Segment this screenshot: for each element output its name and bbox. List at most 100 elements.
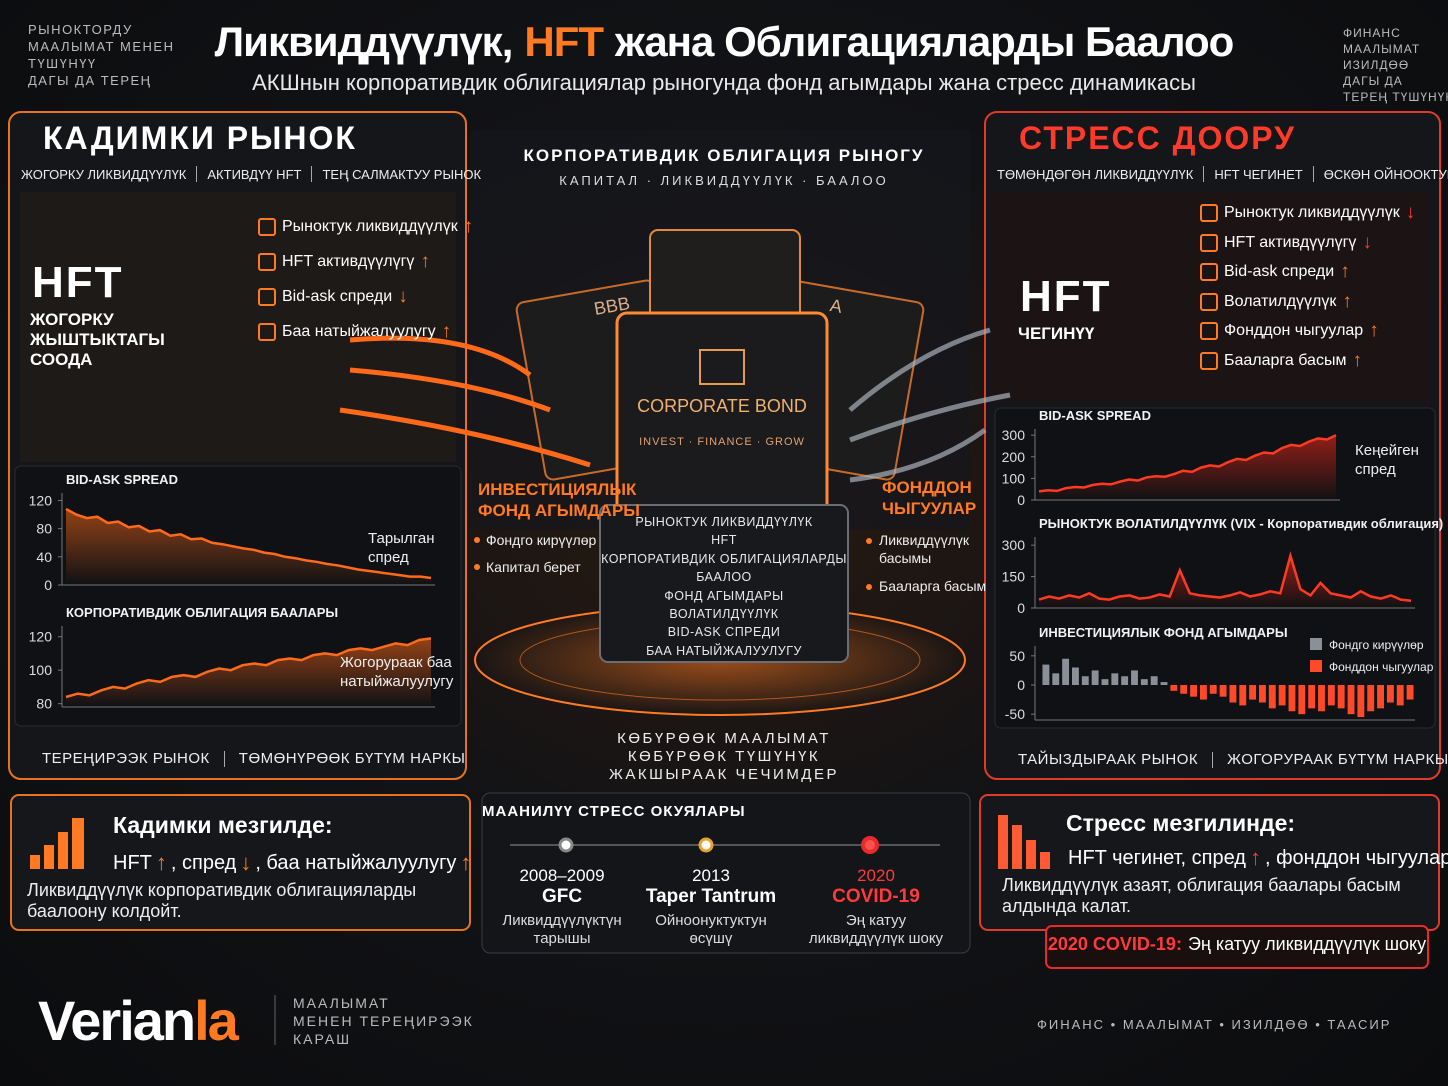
hft: HFT <box>1020 272 1112 321</box>
tagline: МЕНЕН ТЕРЕҢИРЭЭК <box>293 1013 474 1029</box>
dot <box>474 537 480 543</box>
check-item: Баа натыйжалуулугу ↑ <box>258 321 451 343</box>
label: Рыноктук ликвиддүүлүк <box>1224 204 1400 221</box>
legend-label: Фонддон чыгуулар <box>1329 660 1434 674</box>
y-tick-label: -50 <box>1005 706 1025 722</box>
tagline-right: МААЛЫМАТ <box>1343 42 1421 56</box>
year: 2008–2009 <box>519 866 605 885</box>
y-tick-label: 40 <box>36 549 52 565</box>
tagline-right: ИЗИЛДӨӨ <box>1343 58 1410 72</box>
label: HFT активдүүлүгү <box>1224 233 1357 251</box>
arrow: ↑ <box>1352 349 1362 371</box>
bar <box>1209 685 1217 694</box>
desc: ликвиддүүлүк шоку <box>808 930 944 947</box>
arrow: ↑ <box>1249 845 1261 870</box>
separator <box>1203 166 1205 182</box>
desc: Ойноонуктуктун <box>655 912 767 929</box>
tags: ТӨМӨНДӨГӨН ЛИКВИДДҮҮЛҮК <box>997 166 1194 182</box>
text: , спред <box>170 851 237 874</box>
checkbox <box>1200 263 1218 281</box>
separator <box>311 166 313 182</box>
label: Bid-ask спреди <box>282 288 393 305</box>
check-item: Бааларга басым ↑ <box>1200 350 1362 372</box>
timeline-box <box>481 792 971 954</box>
y-tick-label: 0 <box>1017 677 1025 693</box>
label: Баа натыйжалуулугу <box>282 323 436 340</box>
bar <box>1062 658 1070 685</box>
bar <box>1091 670 1099 685</box>
text: Ликвиддүүлүк корпоративдик облигациялард… <box>27 880 417 900</box>
motto: КӨБҮРӨӨК МААЛЫМАТ <box>617 730 831 747</box>
bar <box>1239 685 1247 706</box>
metrics: КОРПОРАТИВДИК ОБЛИГАЦИЯЛАРДЫ <box>601 551 847 566</box>
legend-label: Фондго кирүүлөр <box>1329 638 1424 652</box>
summary-line: HFT чегинет, спред↑, фонддон чыгуулар↑ <box>1068 845 1448 871</box>
title: Стресс мезгилинде: <box>1066 810 1296 836</box>
bullet: Капитал берет <box>474 559 581 575</box>
y-tick-label: 50 <box>1009 648 1025 664</box>
bar <box>1347 685 1355 715</box>
arrow: ↑ <box>460 850 472 875</box>
hft-caption: ЧЕГИНҮҮ <box>1018 324 1095 343</box>
bar <box>1268 685 1276 709</box>
bar <box>1111 673 1119 685</box>
y-tick-label: 100 <box>29 662 53 678</box>
label: Bid-ask спреди <box>1224 263 1335 280</box>
desc: Ликвиддүүлүктүн <box>502 912 622 929</box>
chart-title: BID-ASK SPREAD <box>1039 408 1151 423</box>
y-tick-label: 200 <box>1002 449 1026 465</box>
annotation: спред <box>368 549 409 566</box>
check-item: Bid-ask спреди ↓ <box>258 286 408 308</box>
line <box>65 507 432 580</box>
footer: ЖОГОРУРААК БҮТҮМ НАРКЫ <box>1227 751 1448 768</box>
check-item: HFT активдүүлүгү ↑ <box>258 251 430 273</box>
outflow-arrows <box>848 327 1011 483</box>
bank-icon <box>699 349 745 385</box>
title: КАДИМКИ РЫНОК <box>43 120 357 156</box>
bar <box>1318 685 1325 712</box>
title: КОРПОРАТИВДИК ОБЛИГАЦИЯ РЫНОГУ <box>523 146 925 165</box>
tagline: МААЛЫМАТ <box>293 995 390 1011</box>
title: МААНИЛҮҮ СТРЕСС ОКУЯЛАРЫ <box>482 803 746 820</box>
y-tick-label: 120 <box>29 629 53 645</box>
outflow-title: ЧЫГУУЛАР <box>882 499 977 518</box>
area <box>66 638 431 707</box>
subtitle: АКШнын корпоративдик облигациялар рыногу… <box>252 70 1196 95</box>
name: Taper Tantrum <box>645 886 777 907</box>
annotation: спред <box>1355 461 1396 478</box>
title-start: Ликвиддүүлүк, <box>214 18 514 65</box>
subtitle: КАПИТАЛ · ЛИКВИДДҮҮЛҮК · БААЛОО <box>559 173 889 188</box>
desc: тарышы <box>533 930 591 947</box>
desc: Эң катуу <box>845 912 907 929</box>
metrics: ВОЛАТИЛДҮҮЛҮК <box>669 607 779 621</box>
logo-accent: la <box>194 989 239 1052</box>
keywords: ФИНАНС • МААЛЫМАТ • ИЗИЛДӨӨ • ТААСИР <box>1037 1017 1392 1032</box>
text: HFT <box>113 851 152 874</box>
hft-caption: СООДА <box>30 350 93 369</box>
bar <box>1131 670 1138 685</box>
check-item: Волатилдүүлүк ↑ <box>1200 291 1352 313</box>
inflow-points: Фондго кирүүлөр <box>486 532 597 548</box>
tags: HFT ЧЕГИНЕТ <box>1214 166 1303 182</box>
check-item: Рыноктук ликвиддүүлүк ↑ <box>258 216 473 238</box>
checkbox <box>1200 204 1218 222</box>
annotation: натыйжалуулугу <box>340 673 454 690</box>
y-tick-label: 120 <box>29 493 53 509</box>
check-item: HFT активдүүлүгү ↓ <box>1200 232 1372 254</box>
area <box>1039 555 1411 608</box>
tagline-left: ДАГЫ ДА ТЕРЕҢ <box>28 73 152 88</box>
checkbox <box>258 323 276 341</box>
hft: HFT <box>32 258 124 307</box>
title-end: жана Облигацияларды Баалоо <box>615 18 1234 65</box>
checkbox <box>1200 351 1218 370</box>
tagline: КАРАШ <box>293 1031 352 1047</box>
bar <box>1199 685 1207 700</box>
bar <box>1278 685 1286 706</box>
bar <box>1396 685 1404 706</box>
y-tick-label: 80 <box>36 696 52 712</box>
name: COVID-19 <box>832 886 920 907</box>
checkbox <box>1200 233 1218 252</box>
text: , фонддон чыгуулар <box>1264 846 1448 869</box>
arrow: ↓ <box>1405 202 1416 223</box>
